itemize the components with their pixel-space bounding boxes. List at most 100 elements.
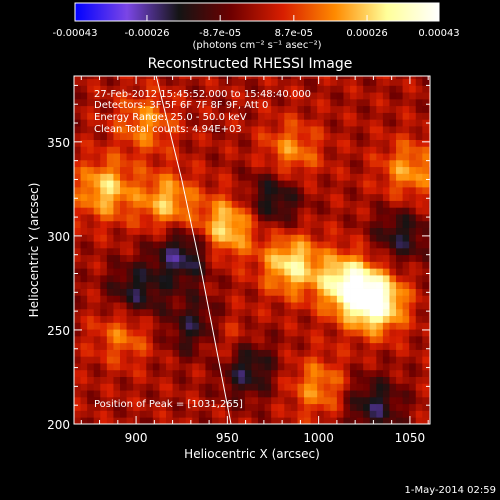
heatmap-cell [277, 166, 285, 174]
heatmap-cell [396, 247, 404, 256]
heatmap-cell [251, 281, 259, 289]
heatmap-cell [284, 322, 292, 330]
heatmap-cell [126, 356, 134, 364]
heatmap-cell [74, 403, 81, 411]
heatmap-cell [290, 254, 298, 262]
heatmap-cell [422, 153, 430, 161]
heatmap-cell [277, 159, 285, 168]
heatmap-cell [212, 132, 219, 140]
heatmap-cell [192, 335, 200, 344]
heatmap-cell [284, 281, 292, 289]
heatmap-cell [350, 247, 358, 256]
heatmap-cell [120, 403, 127, 411]
heatmap-cell [271, 329, 279, 337]
heatmap-cell [422, 112, 430, 120]
heatmap-cell [192, 153, 200, 161]
heatmap-cell [284, 261, 292, 269]
heatmap-cell [100, 200, 108, 208]
heatmap-cell [264, 92, 272, 100]
heatmap-cell [244, 207, 252, 215]
heatmap-cell [415, 396, 423, 405]
heatmap-cell [415, 193, 423, 201]
heatmap-cell [277, 315, 285, 323]
heatmap-cell [185, 105, 193, 113]
heatmap-cell [369, 78, 377, 86]
heatmap-cell [126, 159, 134, 168]
heatmap-cell [133, 356, 141, 364]
heatmap-cell [323, 335, 331, 344]
heatmap-cell [271, 390, 279, 398]
heatmap-cell [343, 166, 351, 174]
heatmap-cell [159, 315, 167, 323]
heatmap-cell [402, 349, 410, 357]
heatmap-cell [172, 166, 180, 174]
heatmap-cell [350, 417, 358, 424]
heatmap-cell [409, 308, 417, 317]
heatmap-cell [120, 119, 127, 127]
heatmap-cell [271, 119, 279, 127]
heatmap-cell [343, 207, 351, 215]
colorbar-ticks: -0.00043 -0.00026 -8.7e-05 8.7e-05 0.00026 0.… [53, 15, 460, 39]
heatmap-cell [126, 78, 134, 86]
heatmap-cell [74, 281, 81, 289]
heatmap-cell [422, 92, 430, 100]
heatmap-cell [323, 207, 331, 215]
heatmap-cell [133, 173, 141, 181]
heatmap-cell [396, 92, 404, 100]
heatmap-cell [271, 76, 279, 80]
x-tick-label: 1050 [395, 431, 426, 445]
heatmap-cell [244, 295, 252, 303]
heatmap-cell [258, 356, 265, 364]
heatmap-cell [258, 126, 265, 134]
heatmap-cell [146, 302, 154, 310]
heatmap-cell [133, 119, 141, 127]
heatmap-cell [113, 417, 121, 424]
heatmap-cell [74, 376, 81, 384]
heatmap-cell [409, 85, 417, 93]
heatmap-cell [356, 186, 364, 195]
heatmap-cell [100, 78, 108, 86]
heatmap-cell [264, 98, 272, 107]
heatmap-cell [93, 207, 101, 215]
heatmap-cell [212, 329, 219, 337]
heatmap-cell [152, 126, 160, 134]
heatmap-cell [258, 234, 265, 242]
heatmap-cell [244, 308, 252, 317]
heatmap-cell [198, 186, 206, 195]
heatmap-cell [323, 139, 331, 147]
heatmap-cell [310, 349, 318, 357]
heatmap-cell [212, 369, 219, 377]
heatmap-cell [297, 207, 305, 215]
heatmap-cell [218, 92, 226, 100]
heatmap-cell [198, 180, 206, 188]
heatmap-cell [363, 363, 371, 371]
heatmap-cell [139, 356, 147, 364]
heatmap-cell [198, 166, 206, 174]
heatmap-cell [205, 342, 213, 350]
heatmap-cell [290, 322, 298, 330]
heatmap-cell [198, 76, 206, 80]
heatmap-cell [363, 342, 371, 350]
heatmap-cell [264, 234, 272, 242]
heatmap-cell [356, 173, 364, 181]
heatmap-cell [271, 139, 279, 147]
heatmap-cell [382, 193, 390, 201]
heatmap-cell [146, 363, 154, 371]
heatmap-cell [271, 126, 279, 134]
heatmap-cell [113, 288, 121, 296]
heatmap-cell [179, 173, 187, 181]
heatmap-cell [133, 315, 141, 323]
heatmap-cell [80, 78, 88, 86]
heatmap-cell [382, 390, 390, 398]
colorbar-tick-label: -0.00043 [53, 28, 98, 39]
heatmap-cell [271, 159, 279, 168]
heatmap-cell [212, 363, 219, 371]
heatmap-cell [382, 78, 390, 86]
heatmap-cell [106, 261, 114, 269]
heatmap-cell [336, 275, 344, 283]
heatmap-cell [343, 180, 351, 188]
heatmap-cell [271, 275, 279, 283]
heatmap-cell [146, 288, 154, 296]
heatmap-cell [185, 220, 193, 229]
heatmap-cell [323, 98, 331, 107]
